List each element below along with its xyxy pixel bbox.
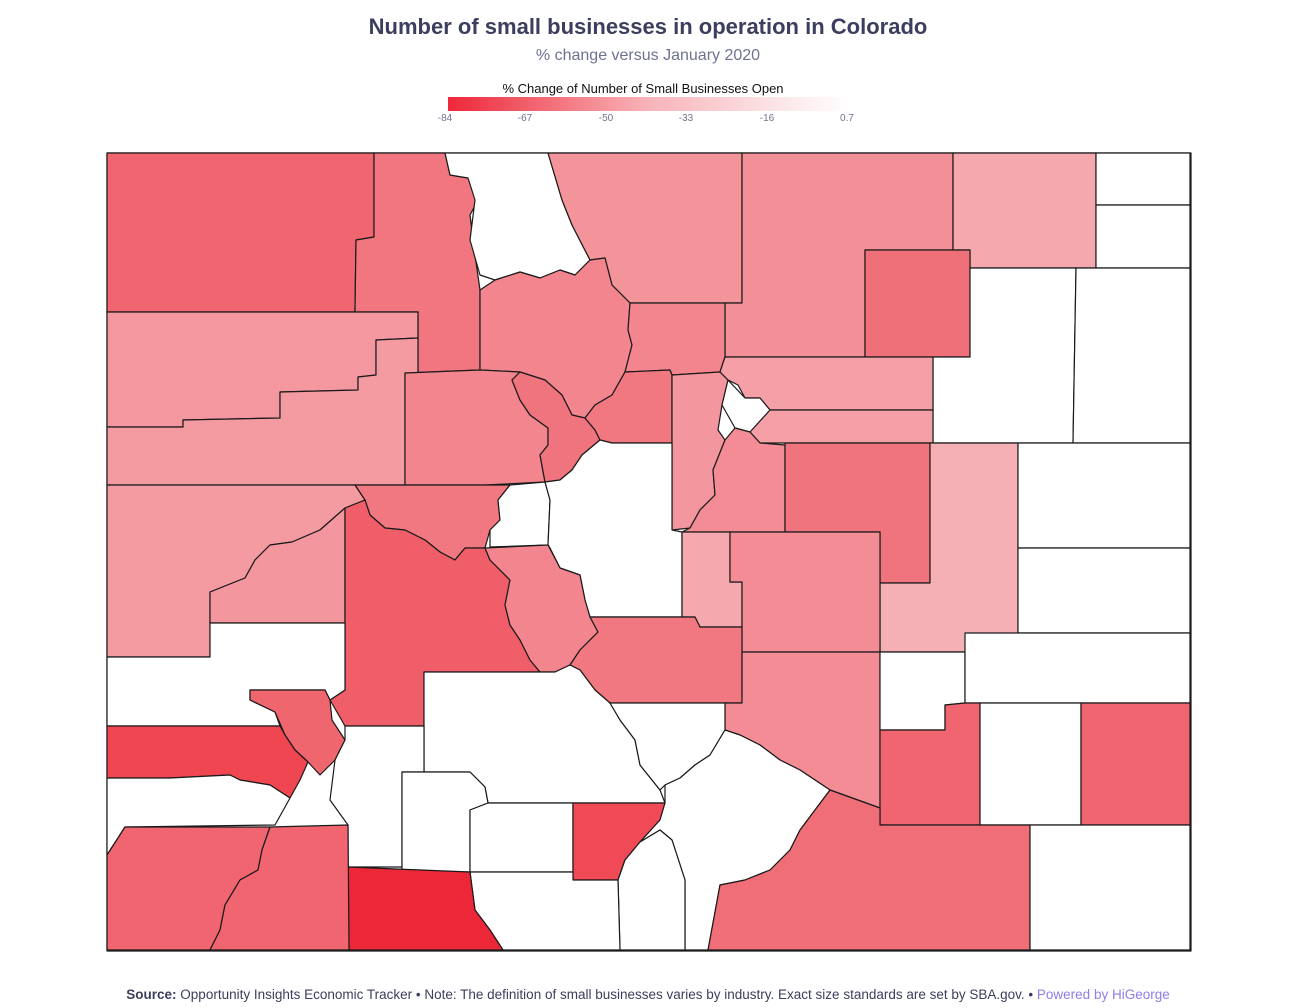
legend-tick: -33 [678,113,694,124]
county[interactable] [744,409,934,444]
legend-tick: -16 [759,113,775,124]
county[interactable] [1095,152,1191,206]
legend-tick: 0.7 [840,113,854,124]
county[interactable] [249,689,346,776]
legend-tick: -50 [598,113,614,124]
county[interactable] [1095,204,1191,269]
county[interactable] [1017,442,1191,549]
legend-color-bar [448,97,848,111]
legend-tick: -67 [517,113,533,124]
county[interactable] [707,789,1031,951]
county[interactable] [952,152,1097,269]
colorado-county-map [106,152,1192,952]
county[interactable] [617,829,686,951]
map-title: Number of small businesses in operation … [368,14,928,39]
legend-title: % Change of Number of Small Businesses O… [502,81,784,96]
county[interactable] [864,249,971,358]
county[interactable] [979,702,1082,826]
county[interactable] [624,302,726,376]
legend-ticks: -84 -67 -50 -33 -16 0.7 [0,113,1296,127]
county[interactable] [469,802,574,873]
county[interactable] [964,632,1191,704]
county[interactable] [1080,702,1191,826]
source-footer: Source: Opportunity Insights Economic Tr… [0,987,1296,1002]
county[interactable] [1017,547,1191,634]
legend-tick: -84 [437,113,453,124]
county[interactable] [721,379,771,433]
county[interactable] [1029,824,1191,951]
county[interactable] [729,531,881,653]
county[interactable] [1072,267,1191,444]
county[interactable] [106,152,375,313]
map-subtitle: % change versus January 2020 [535,47,761,64]
source-text: Opportunity Insights Economic Tracker • … [180,987,1034,1002]
powered-by-link[interactable]: Powered by HiGeorge [1036,987,1170,1002]
source-label: Source: [126,987,177,1002]
county[interactable] [209,824,350,951]
